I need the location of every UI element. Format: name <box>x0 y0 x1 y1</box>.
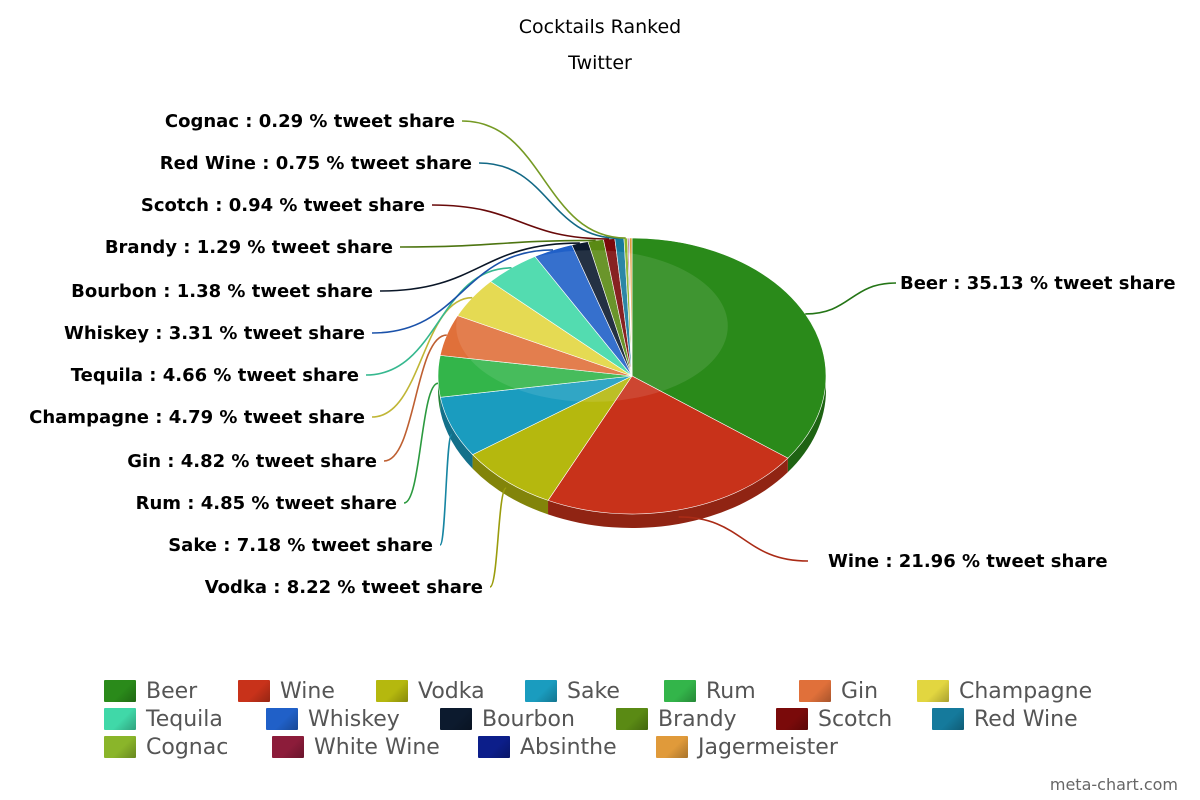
legend-row: Beer Wine Vodka Sake Rum Gin Champagne <box>104 677 1164 705</box>
connector-tequila <box>365 267 512 376</box>
legend-label: Cognac <box>146 734 229 760</box>
legend-label: Brandy <box>658 706 737 732</box>
legend-swatch <box>525 680 557 702</box>
pie-slice-beer[interactable] <box>631 237 827 459</box>
data-label-tequila: Tequila : 4.66 % tweet share <box>71 365 359 386</box>
legend-label: Sake <box>567 678 620 704</box>
data-label-beer: Beer : 35.13 % tweet share <box>900 273 1176 294</box>
pie-slice-wine[interactable] <box>547 375 789 515</box>
connector-wine <box>678 516 809 562</box>
legend-item-red-wine[interactable]: Red Wine <box>932 705 1078 733</box>
data-label-bourbon: Bourbon : 1.38 % tweet share <box>71 281 373 302</box>
legend-item-sake[interactable]: Sake <box>525 677 620 705</box>
connector-cognac <box>461 120 626 239</box>
legend-swatch <box>799 680 831 702</box>
legend-swatch <box>376 680 408 702</box>
connector-red-wine <box>478 162 620 240</box>
legend-label: White Wine <box>314 734 440 760</box>
legend-label: Jagermeister <box>698 734 838 760</box>
connector-whiskey <box>371 249 553 334</box>
legend-item-cognac[interactable]: Cognac <box>104 733 228 761</box>
data-label-red-wine: Red Wine : 0.75 % tweet share <box>160 153 472 174</box>
legend-swatch <box>272 736 304 758</box>
legend-item-jagermeister[interactable]: Jagermeister <box>656 733 838 761</box>
data-label-gin: Gin : 4.82 % tweet share <box>127 451 377 472</box>
connector-gin <box>383 334 447 462</box>
pie-slice-side-rum <box>438 376 441 412</box>
connector-beer <box>805 282 897 315</box>
legend-item-wine[interactable]: Wine <box>238 677 335 705</box>
legend-label: Tequila <box>146 706 223 732</box>
legend-label: Champagne <box>959 678 1093 704</box>
legend-item-rum[interactable]: Rum <box>664 677 756 705</box>
legend-item-gin[interactable]: Gin <box>799 677 878 705</box>
pie-gloss <box>456 250 728 402</box>
pie-slice-jagermeister[interactable] <box>629 237 633 377</box>
connector-bourbon <box>379 242 580 292</box>
pie-slice-vodka[interactable] <box>472 375 633 501</box>
legend-label: Rum <box>706 678 756 704</box>
legend-item-bourbon[interactable]: Bourbon <box>440 705 575 733</box>
legend-swatch <box>656 736 688 758</box>
legend-swatch <box>104 680 136 702</box>
legend-swatch <box>440 708 472 730</box>
data-label-vodka: Vodka : 8.22 % tweet share <box>205 577 483 598</box>
legend-item-whiskey[interactable]: Whiskey <box>266 705 400 733</box>
legend-label: Scotch <box>818 706 893 732</box>
legend-swatch <box>104 708 136 730</box>
legend-item-brandy[interactable]: Brandy <box>616 705 737 733</box>
credit-text: meta-chart.com <box>1049 775 1178 794</box>
chart-subtitle: Twitter <box>568 52 632 74</box>
legend-label: Vodka <box>418 678 485 704</box>
legend-label: Absinthe <box>520 734 617 760</box>
data-label-wine: Wine : 21.96 % tweet share <box>828 551 1108 572</box>
legend-swatch <box>776 708 808 730</box>
connector-rum <box>403 382 439 504</box>
legend-label: Bourbon <box>482 706 575 732</box>
legend-swatch <box>478 736 510 758</box>
data-label-champagne: Champagne : 4.79 % tweet share <box>29 407 365 428</box>
legend: Beer Wine Vodka Sake Rum Gin Champagne Tequila W… <box>104 677 1164 761</box>
legend-swatch <box>104 736 136 758</box>
chart-title: Cocktails Ranked <box>518 16 682 38</box>
data-label-whiskey: Whiskey : 3.31 % tweet share <box>64 323 365 344</box>
legend-label: Wine <box>280 678 335 704</box>
legend-item-champagne[interactable]: Champagne <box>917 677 1092 705</box>
connector-scotch <box>431 204 610 240</box>
pie-slice-side-wine <box>548 458 788 528</box>
legend-label: Beer <box>146 678 198 704</box>
legend-swatch <box>266 708 298 730</box>
legend-item-white-wine[interactable]: White Wine <box>272 733 440 761</box>
legend-item-vodka[interactable]: Vodka <box>376 677 485 705</box>
data-label-brandy: Brandy : 1.29 % tweet share <box>105 237 393 258</box>
legend-item-tequila[interactable]: Tequila <box>104 705 223 733</box>
legend-row: Tequila Whiskey Bourbon Brandy Scotch Red Win… <box>104 705 1164 733</box>
legend-label: Whiskey <box>308 706 400 732</box>
data-label-rum: Rum : 4.85 % tweet share <box>136 493 397 514</box>
connector-brandy <box>399 239 596 248</box>
data-label-cognac: Cognac : 0.29 % tweet share <box>165 111 455 132</box>
connector-champagne <box>371 296 473 418</box>
legend-swatch <box>664 680 696 702</box>
pie-chart: Beer : 35.13 % tweet share Wine : 21.96 %… <box>29 111 1176 598</box>
legend-label: Red Wine <box>974 706 1078 732</box>
data-label-scotch: Scotch : 0.94 % tweet share <box>141 195 425 216</box>
legend-swatch <box>917 680 949 702</box>
data-label-sake: Sake : 7.18 % tweet share <box>168 535 433 556</box>
legend-item-beer[interactable]: Beer <box>104 677 197 705</box>
legend-label: Gin <box>841 678 879 704</box>
legend-swatch <box>932 708 964 730</box>
pie-slice-side-vodka <box>472 454 549 515</box>
legend-item-scotch[interactable]: Scotch <box>776 705 892 733</box>
connector-sake <box>439 433 453 546</box>
pie-slice-side-sake <box>440 397 473 469</box>
connector-vodka <box>489 487 507 588</box>
legend-item-absinthe[interactable]: Absinthe <box>478 733 617 761</box>
legend-swatch <box>616 708 648 730</box>
legend-row: Cognac White Wine Absinthe Jagermeister <box>104 733 1164 761</box>
legend-swatch <box>238 680 270 702</box>
